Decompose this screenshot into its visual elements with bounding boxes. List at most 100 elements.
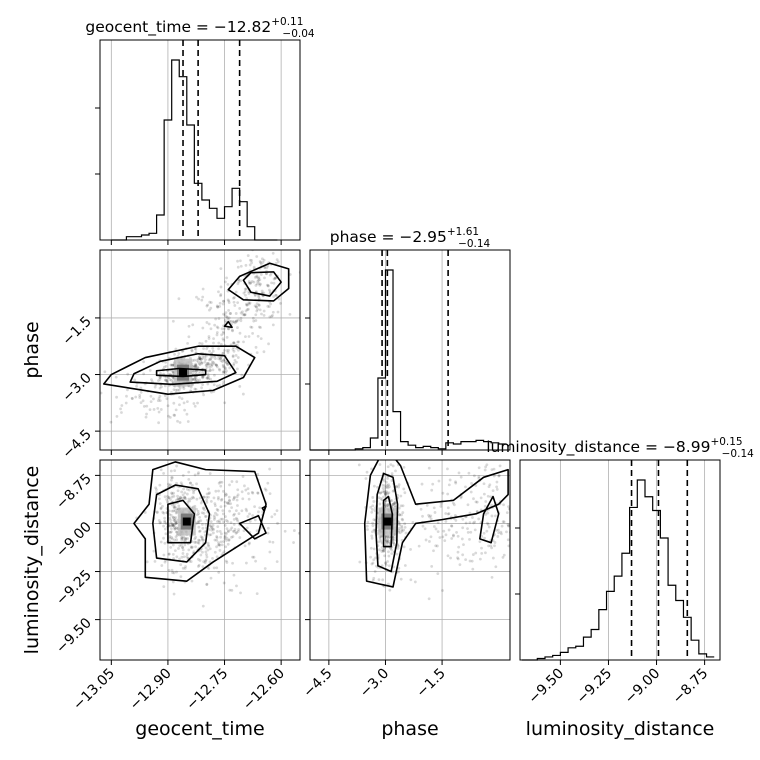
sample-point xyxy=(213,550,217,554)
sample-point xyxy=(221,509,225,513)
sample-point xyxy=(233,304,237,307)
sample-point xyxy=(207,492,211,496)
sample-point xyxy=(184,537,188,541)
sample-point xyxy=(244,488,248,492)
sample-point xyxy=(217,481,221,485)
sample-point xyxy=(288,312,292,316)
sample-point xyxy=(114,375,118,379)
sample-point xyxy=(365,470,369,474)
sample-point xyxy=(172,413,176,417)
sample-point xyxy=(182,387,186,390)
sample-point xyxy=(138,394,142,397)
sample-point xyxy=(157,519,161,522)
sample-point xyxy=(152,549,156,553)
title-luminosity-distance-median: −8.99 xyxy=(663,438,711,456)
sample-point xyxy=(206,373,210,376)
sample-point xyxy=(134,395,138,399)
sample-point xyxy=(468,537,471,541)
x-tick-label: −12.75 xyxy=(183,666,231,714)
sample-point xyxy=(423,527,427,531)
sample-point xyxy=(212,341,215,345)
sample-point xyxy=(182,539,186,542)
sample-point xyxy=(227,348,231,352)
sample-point xyxy=(220,327,224,331)
sample-point xyxy=(168,415,172,419)
sample-point xyxy=(201,354,205,358)
sample-point xyxy=(170,495,174,499)
sample-point xyxy=(477,475,481,479)
sample-point xyxy=(235,319,238,323)
sample-point xyxy=(194,364,198,368)
sample-point xyxy=(292,529,296,532)
sample-point xyxy=(251,514,255,517)
sample-point xyxy=(474,551,478,555)
sample-point xyxy=(231,529,235,533)
sample-point xyxy=(125,394,128,398)
hist-panel-luminosity-distance: −9.50 −9.25 −9.00 −8.75 xyxy=(515,459,721,708)
sample-point xyxy=(187,477,191,481)
sample-point xyxy=(194,363,198,367)
sample-point xyxy=(157,497,161,501)
sample-point xyxy=(417,544,421,548)
sample-point xyxy=(292,541,295,544)
sample-point xyxy=(263,487,267,491)
sample-point xyxy=(206,376,210,380)
sample-point xyxy=(231,347,235,351)
sample-point xyxy=(387,540,391,543)
sample-point xyxy=(265,283,269,287)
sample-point xyxy=(201,376,205,380)
sample-point xyxy=(266,304,270,308)
sample-point xyxy=(174,408,178,412)
sample-point xyxy=(254,284,258,287)
sample-point xyxy=(193,404,197,408)
sample-point xyxy=(163,378,167,382)
sample-point xyxy=(198,559,202,562)
sample-point xyxy=(162,365,166,369)
sample-point xyxy=(184,497,188,501)
sample-point xyxy=(257,303,261,307)
sample-point xyxy=(222,380,226,384)
sample-point xyxy=(218,368,222,372)
sample-point xyxy=(275,509,279,512)
sample-point xyxy=(256,491,260,495)
sample-point xyxy=(171,319,175,323)
sample-point xyxy=(198,362,201,366)
sample-point xyxy=(230,526,234,530)
sample-point xyxy=(456,534,460,538)
sample-point xyxy=(172,401,176,405)
sample-point xyxy=(198,357,202,361)
sample-point xyxy=(204,451,207,454)
sample-point xyxy=(204,358,207,362)
sample-point xyxy=(384,562,388,565)
sample-point xyxy=(455,531,458,534)
sample-point xyxy=(172,388,176,392)
sample-point xyxy=(246,254,250,257)
sample-point xyxy=(171,380,175,383)
sample-point xyxy=(255,274,259,278)
sample-point xyxy=(255,255,259,258)
sample-point xyxy=(198,529,202,533)
sample-point xyxy=(204,515,208,518)
sample-point xyxy=(198,357,201,360)
x-tick-label: −1.5 xyxy=(414,666,449,701)
sample-point xyxy=(247,492,250,495)
sample-point xyxy=(391,503,395,506)
sample-point xyxy=(194,545,197,549)
sample-point xyxy=(400,513,403,517)
sample-point xyxy=(177,297,181,301)
sample-point xyxy=(492,467,496,471)
sample-point xyxy=(266,284,270,287)
sample-point xyxy=(183,495,187,499)
x-tick-label: −9.25 xyxy=(574,666,616,708)
sample-point xyxy=(221,371,225,374)
sample-point xyxy=(228,312,232,315)
sample-point xyxy=(398,531,402,535)
sample-point xyxy=(496,535,500,538)
sample-point xyxy=(185,487,189,491)
sample-point xyxy=(424,538,428,542)
sample-point xyxy=(219,535,223,539)
histogram-step xyxy=(521,479,715,661)
sample-point xyxy=(251,491,255,495)
sample-point xyxy=(196,366,200,370)
sample-point xyxy=(224,492,227,496)
